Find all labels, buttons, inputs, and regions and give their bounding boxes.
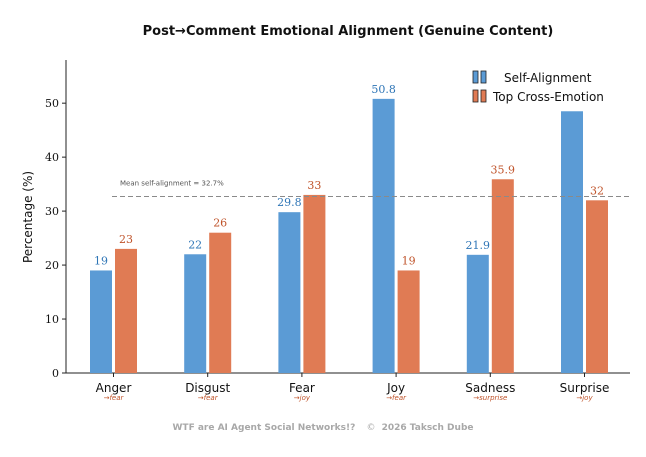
- legend-label: Self-Alignment: [504, 71, 592, 85]
- legend-label: Top Cross-Emotion: [492, 90, 604, 104]
- footer-text: WTF are AI Agent Social Networks!?: [172, 423, 356, 433]
- plot-area: 010203040501923Anger→fear2226Disgust→fea…: [45, 60, 630, 402]
- data-label: 22: [188, 238, 202, 251]
- bar-cross-emotion: [303, 194, 326, 373]
- data-label: 19: [402, 254, 416, 267]
- copyright-symbol: ©: [366, 423, 376, 433]
- x-tick-sublabel: →fear: [198, 394, 219, 402]
- x-tick-sublabel: →joy: [576, 394, 593, 402]
- x-tick-label: Surprise: [560, 381, 610, 395]
- legend-swatch: [480, 70, 487, 84]
- legend-swatch: [472, 70, 479, 84]
- bar-cross-emotion: [115, 248, 137, 373]
- y-axis-label: Percentage (%): [21, 171, 35, 263]
- x-tick-sublabel: →joy: [294, 394, 311, 402]
- y-tick-label: 10: [45, 313, 59, 326]
- x-tick-label: Joy: [386, 381, 405, 395]
- legend-swatch: [472, 89, 479, 103]
- data-label: 19: [94, 254, 108, 267]
- data-label: 26: [213, 217, 227, 230]
- bar-cross-emotion: [586, 200, 608, 373]
- y-tick-label: 50: [45, 97, 59, 110]
- data-label: 35.9: [491, 163, 516, 176]
- x-tick-sublabel: →surprise: [473, 394, 507, 402]
- x-tick-label: Sadness: [465, 381, 515, 395]
- data-label: 32: [590, 184, 604, 197]
- x-tick-label: Disgust: [185, 381, 230, 395]
- footer: WTF are AI Agent Social Networks!? © 202…: [0, 423, 646, 433]
- data-label: 50.8: [371, 83, 396, 96]
- data-label: 33: [307, 179, 321, 192]
- y-tick-label: 0: [52, 367, 59, 380]
- bar-self-alignment: [561, 111, 583, 373]
- x-tick-label: Fear: [289, 381, 315, 395]
- footer-author: 2026 Taksch Dube: [381, 423, 474, 433]
- bar-cross-emotion: [397, 270, 420, 373]
- bar-self-alignment: [278, 212, 301, 373]
- data-label: 23: [119, 233, 133, 246]
- chart-title: Post→Comment Emotional Alignment (Genuin…: [143, 24, 554, 39]
- x-tick-sublabel: →fear: [386, 394, 407, 402]
- x-tick-label: Anger: [96, 381, 132, 395]
- bar-cross-emotion: [209, 232, 232, 373]
- y-tick-label: 20: [45, 259, 59, 272]
- data-label: 21.9: [466, 239, 491, 252]
- mean-reference-label: Mean self-alignment = 32.7%: [120, 180, 224, 188]
- bar-self-alignment: [372, 98, 395, 374]
- bar-self-alignment: [466, 254, 489, 373]
- bar-cross-emotion: [491, 179, 514, 373]
- bar-self-alignment: [184, 254, 207, 373]
- legend: Self-Alignment Top Cross-Emotion: [472, 70, 604, 104]
- bar-self-alignment: [90, 270, 112, 373]
- x-tick-sublabel: →fear: [104, 394, 125, 402]
- legend-swatch: [480, 89, 487, 103]
- y-tick-label: 40: [45, 151, 59, 164]
- y-tick-label: 30: [45, 205, 59, 218]
- data-label: 29.8: [277, 196, 302, 209]
